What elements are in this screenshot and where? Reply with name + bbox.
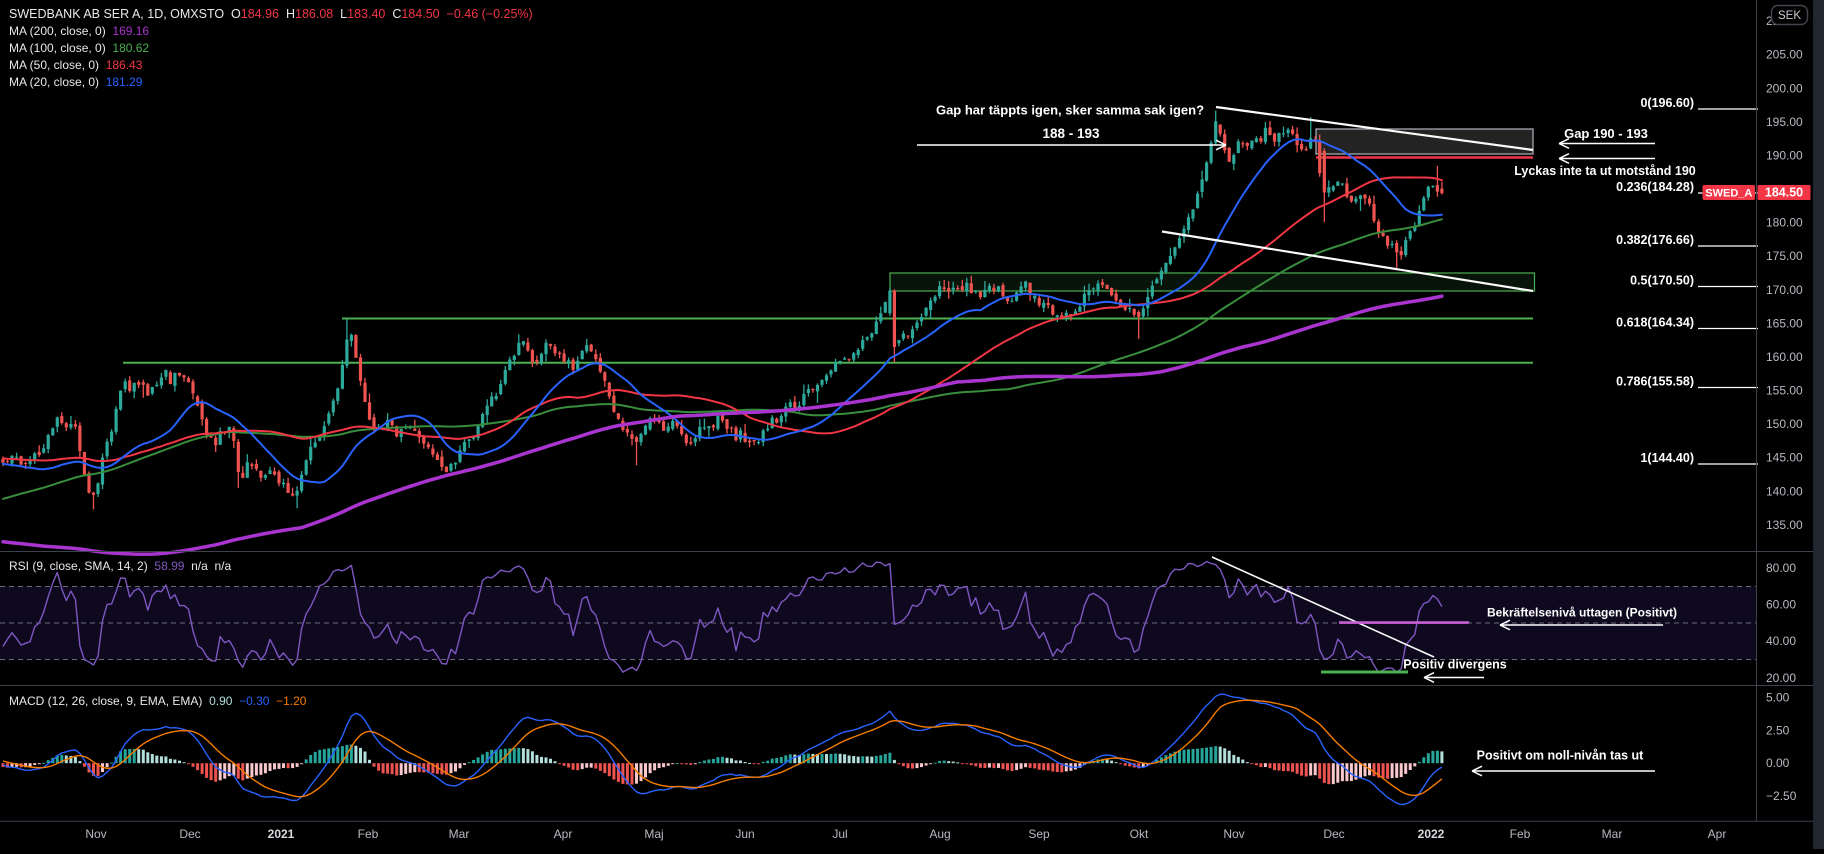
svg-text:2022: 2022 bbox=[1418, 827, 1445, 841]
svg-text:0.382(176.66): 0.382(176.66) bbox=[1616, 233, 1694, 247]
svg-text:Lyckas inte ta ut motstånd 190: Lyckas inte ta ut motstånd 190 bbox=[1514, 164, 1696, 178]
svg-text:155.00: 155.00 bbox=[1766, 384, 1803, 398]
svg-text:Mar: Mar bbox=[1602, 827, 1623, 841]
svg-text:Nov: Nov bbox=[85, 827, 106, 841]
svg-text:205.00: 205.00 bbox=[1766, 48, 1803, 62]
svg-text:40.00: 40.00 bbox=[1766, 634, 1796, 648]
svg-text:150.00: 150.00 bbox=[1766, 417, 1803, 431]
svg-text:Bekräftelsenivå uttagen (Posit: Bekräftelsenivå uttagen (Positivt) bbox=[1487, 606, 1677, 620]
svg-text:MACD (12, 26, close, 9, EMA, E: MACD (12, 26, close, 9, EMA, EMA) 0.90 −… bbox=[9, 694, 307, 708]
svg-text:RSI (9, close, SMA, 14, 2) 58: RSI (9, close, SMA, 14, 2) 58.99 n/a n/a bbox=[9, 559, 231, 573]
svg-text:60.00: 60.00 bbox=[1766, 598, 1796, 612]
svg-text:175.00: 175.00 bbox=[1766, 249, 1803, 263]
svg-text:0.236(184.28): 0.236(184.28) bbox=[1616, 180, 1694, 194]
svg-text:0.00: 0.00 bbox=[1766, 756, 1790, 770]
svg-text:SEK: SEK bbox=[1778, 10, 1801, 22]
svg-text:0.618(164.34): 0.618(164.34) bbox=[1616, 316, 1694, 330]
svg-text:Apr: Apr bbox=[1708, 827, 1727, 841]
svg-text:SWED_A: SWED_A bbox=[1705, 187, 1752, 199]
svg-text:20.00: 20.00 bbox=[1766, 671, 1796, 685]
svg-text:Jun: Jun bbox=[735, 827, 754, 841]
svg-text:180.00: 180.00 bbox=[1766, 216, 1803, 230]
svg-text:80.00: 80.00 bbox=[1766, 561, 1796, 575]
svg-text:165.00: 165.00 bbox=[1766, 316, 1803, 330]
svg-text:Gap har täppts igen, sker samm: Gap har täppts igen, sker samma sak igen… bbox=[936, 103, 1204, 118]
svg-text:190.00: 190.00 bbox=[1766, 149, 1803, 163]
svg-text:Feb: Feb bbox=[1510, 827, 1531, 841]
svg-text:Dec: Dec bbox=[179, 827, 200, 841]
svg-text:−2.50: −2.50 bbox=[1766, 789, 1797, 803]
svg-text:188 - 193: 188 - 193 bbox=[1042, 126, 1100, 141]
svg-text:Gap 190 - 193: Gap 190 - 193 bbox=[1564, 126, 1648, 141]
svg-text:1(144.40): 1(144.40) bbox=[1640, 451, 1694, 465]
svg-text:Maj: Maj bbox=[644, 827, 663, 841]
svg-text:140.00: 140.00 bbox=[1766, 484, 1803, 498]
svg-text:MA (100, close, 0) 180.62: MA (100, close, 0) 180.62 bbox=[9, 41, 149, 55]
svg-text:Feb: Feb bbox=[358, 827, 379, 841]
svg-text:Jul: Jul bbox=[832, 827, 847, 841]
svg-text:170.00: 170.00 bbox=[1766, 283, 1803, 297]
svg-text:SWEDBANK AB SER A, 1D, OMXSTO: SWEDBANK AB SER A, 1D, OMXSTO O184.96 H1… bbox=[9, 7, 533, 21]
svg-text:160.00: 160.00 bbox=[1766, 350, 1803, 364]
svg-text:Positiv divergens: Positiv divergens bbox=[1403, 658, 1507, 672]
svg-text:MA (50, close, 0) 186.43: MA (50, close, 0) 186.43 bbox=[9, 58, 143, 72]
svg-text:0.786(155.58): 0.786(155.58) bbox=[1616, 375, 1694, 389]
svg-text:135.00: 135.00 bbox=[1766, 518, 1803, 532]
svg-text:Sep: Sep bbox=[1028, 827, 1050, 841]
svg-text:145.00: 145.00 bbox=[1766, 451, 1803, 465]
svg-text:Aug: Aug bbox=[929, 827, 950, 841]
svg-text:2021: 2021 bbox=[268, 827, 295, 841]
svg-text:Nov: Nov bbox=[1223, 827, 1244, 841]
svg-text:Apr: Apr bbox=[554, 827, 573, 841]
svg-text:2.50: 2.50 bbox=[1766, 723, 1790, 737]
svg-text:195.00: 195.00 bbox=[1766, 115, 1803, 129]
svg-text:Positivt om noll-nivån tas ut: Positivt om noll-nivån tas ut bbox=[1477, 749, 1645, 763]
svg-text:184.50: 184.50 bbox=[1765, 186, 1803, 200]
svg-text:Dec: Dec bbox=[1323, 827, 1344, 841]
svg-text:Okt: Okt bbox=[1130, 827, 1149, 841]
svg-text:Mar: Mar bbox=[449, 827, 470, 841]
svg-text:0(196.60): 0(196.60) bbox=[1640, 96, 1694, 110]
svg-text:5.00: 5.00 bbox=[1766, 691, 1790, 705]
svg-text:MA (200, close, 0) 169.16: MA (200, close, 0) 169.16 bbox=[9, 24, 149, 38]
svg-text:0.5(170.50): 0.5(170.50) bbox=[1630, 274, 1694, 288]
svg-text:200.00: 200.00 bbox=[1766, 81, 1803, 95]
svg-text:MA (20, close, 0) 181.29: MA (20, close, 0) 181.29 bbox=[9, 75, 143, 89]
